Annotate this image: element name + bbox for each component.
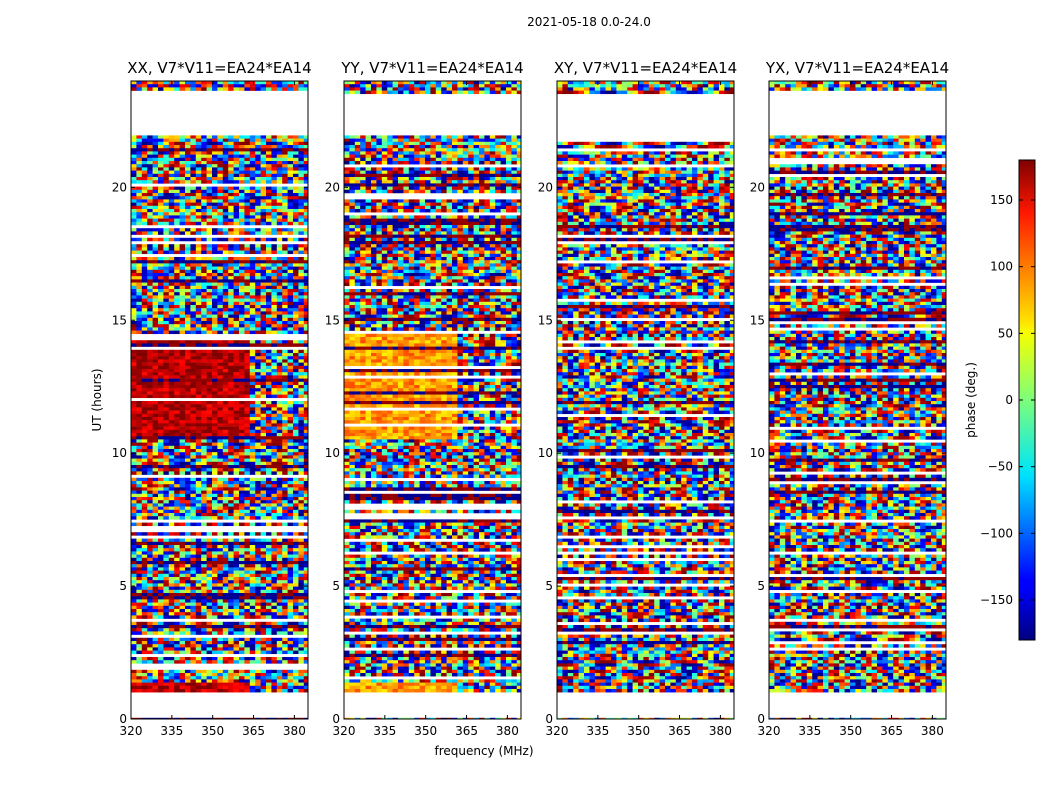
x-tick-label: 365: [668, 724, 691, 738]
panel-frame: [130, 80, 309, 720]
colorbar-tick-label: 150: [990, 193, 1013, 207]
x-tick-label: 365: [455, 724, 478, 738]
x-tick-label: 350: [201, 724, 224, 738]
y-tick-label: 20: [112, 180, 127, 194]
y-tick-label: 5: [545, 579, 553, 593]
colorbar-label: phase (deg.): [964, 362, 978, 438]
y-tick-label: 0: [757, 712, 765, 726]
x-tick-label: 335: [373, 724, 396, 738]
figure-suptitle: 2021-05-18 0.0-24.0: [527, 15, 651, 29]
x-axis-label: frequency (MHz): [434, 744, 533, 758]
x-tick-label: 320: [546, 724, 569, 738]
x-tick-label: 365: [242, 724, 265, 738]
y-tick-label: 15: [750, 313, 765, 327]
phase-heatmap: [769, 81, 946, 719]
x-tick-label: 320: [120, 724, 143, 738]
x-tick-label: 335: [160, 724, 183, 738]
y-tick-label: 20: [325, 180, 340, 194]
y-tick-label: 20: [538, 180, 553, 194]
panel-frame: [768, 80, 947, 720]
y-tick-label: 5: [119, 579, 127, 593]
y-tick-label: 0: [119, 712, 127, 726]
panel-title: YY, V7*V11=EA24*EA14: [340, 59, 523, 77]
x-tick-label: 335: [586, 724, 609, 738]
x-tick-label: 365: [880, 724, 903, 738]
panel-frame: [556, 80, 735, 720]
y-tick-label: 10: [750, 446, 765, 460]
y-tick-label: 5: [757, 579, 765, 593]
panel-1: XX, V7*V11=EA24*EA14 320 335 350 365 380 0 5 10 1…: [112, 59, 312, 738]
y-tick-label: 0: [332, 712, 340, 726]
x-tick-label: 380: [709, 724, 732, 738]
panel-title: XX, V7*V11=EA24*EA14: [127, 59, 311, 77]
colorbar-tick-label: −100: [980, 526, 1013, 540]
x-tick-label: 350: [414, 724, 437, 738]
y-axis-label: UT (hours): [90, 368, 104, 431]
y-tick-label: 10: [112, 446, 127, 460]
y-tick-label: 15: [325, 313, 340, 327]
phase-heatmap: [344, 81, 521, 719]
y-tick-label: 10: [325, 446, 340, 460]
y-tick-label: 10: [538, 446, 553, 460]
panel-frame: [343, 80, 522, 720]
x-tick-label: 335: [798, 724, 821, 738]
panel-3: XY, V7*V11=EA24*EA14 320 335 350 365 380 0 5 10 1…: [538, 59, 737, 738]
colorbar: 150 100 50 0 −50 −100 −150 phase (deg.): [964, 159, 1036, 641]
phase-heatmap: [131, 81, 308, 719]
y-tick-label: 5: [332, 579, 340, 593]
phase-heatmap: [557, 81, 734, 719]
x-tick-label: 380: [496, 724, 519, 738]
colorbar-tick-label: 0: [1005, 393, 1013, 407]
x-tick-label: 380: [283, 724, 306, 738]
colorbar-tick-label: −150: [980, 593, 1013, 607]
y-tick-label: 20: [750, 180, 765, 194]
colorbar-tick-label: −50: [988, 460, 1013, 474]
x-tick-label: 380: [921, 724, 944, 738]
panel-title: XY, V7*V11=EA24*EA14: [554, 59, 737, 77]
colorbar-tick-label: 50: [998, 326, 1013, 340]
y-tick-label: 15: [538, 313, 553, 327]
y-tick-label: 0: [545, 712, 553, 726]
panel-2: YY, V7*V11=EA24*EA14 320 335 350 365 380 0 5 10 1…: [325, 59, 524, 738]
x-tick-label: 320: [333, 724, 356, 738]
panel-4: YX, V7*V11=EA24*EA14 320 335 350 365 380 0 5 10 1…: [750, 59, 949, 738]
x-tick-label: 320: [758, 724, 781, 738]
panel-title: YX, V7*V11=EA24*EA14: [765, 59, 949, 77]
x-tick-label: 350: [627, 724, 650, 738]
x-tick-label: 350: [839, 724, 862, 738]
y-tick-label: 15: [112, 313, 127, 327]
colorbar-tick-label: 100: [990, 260, 1013, 274]
